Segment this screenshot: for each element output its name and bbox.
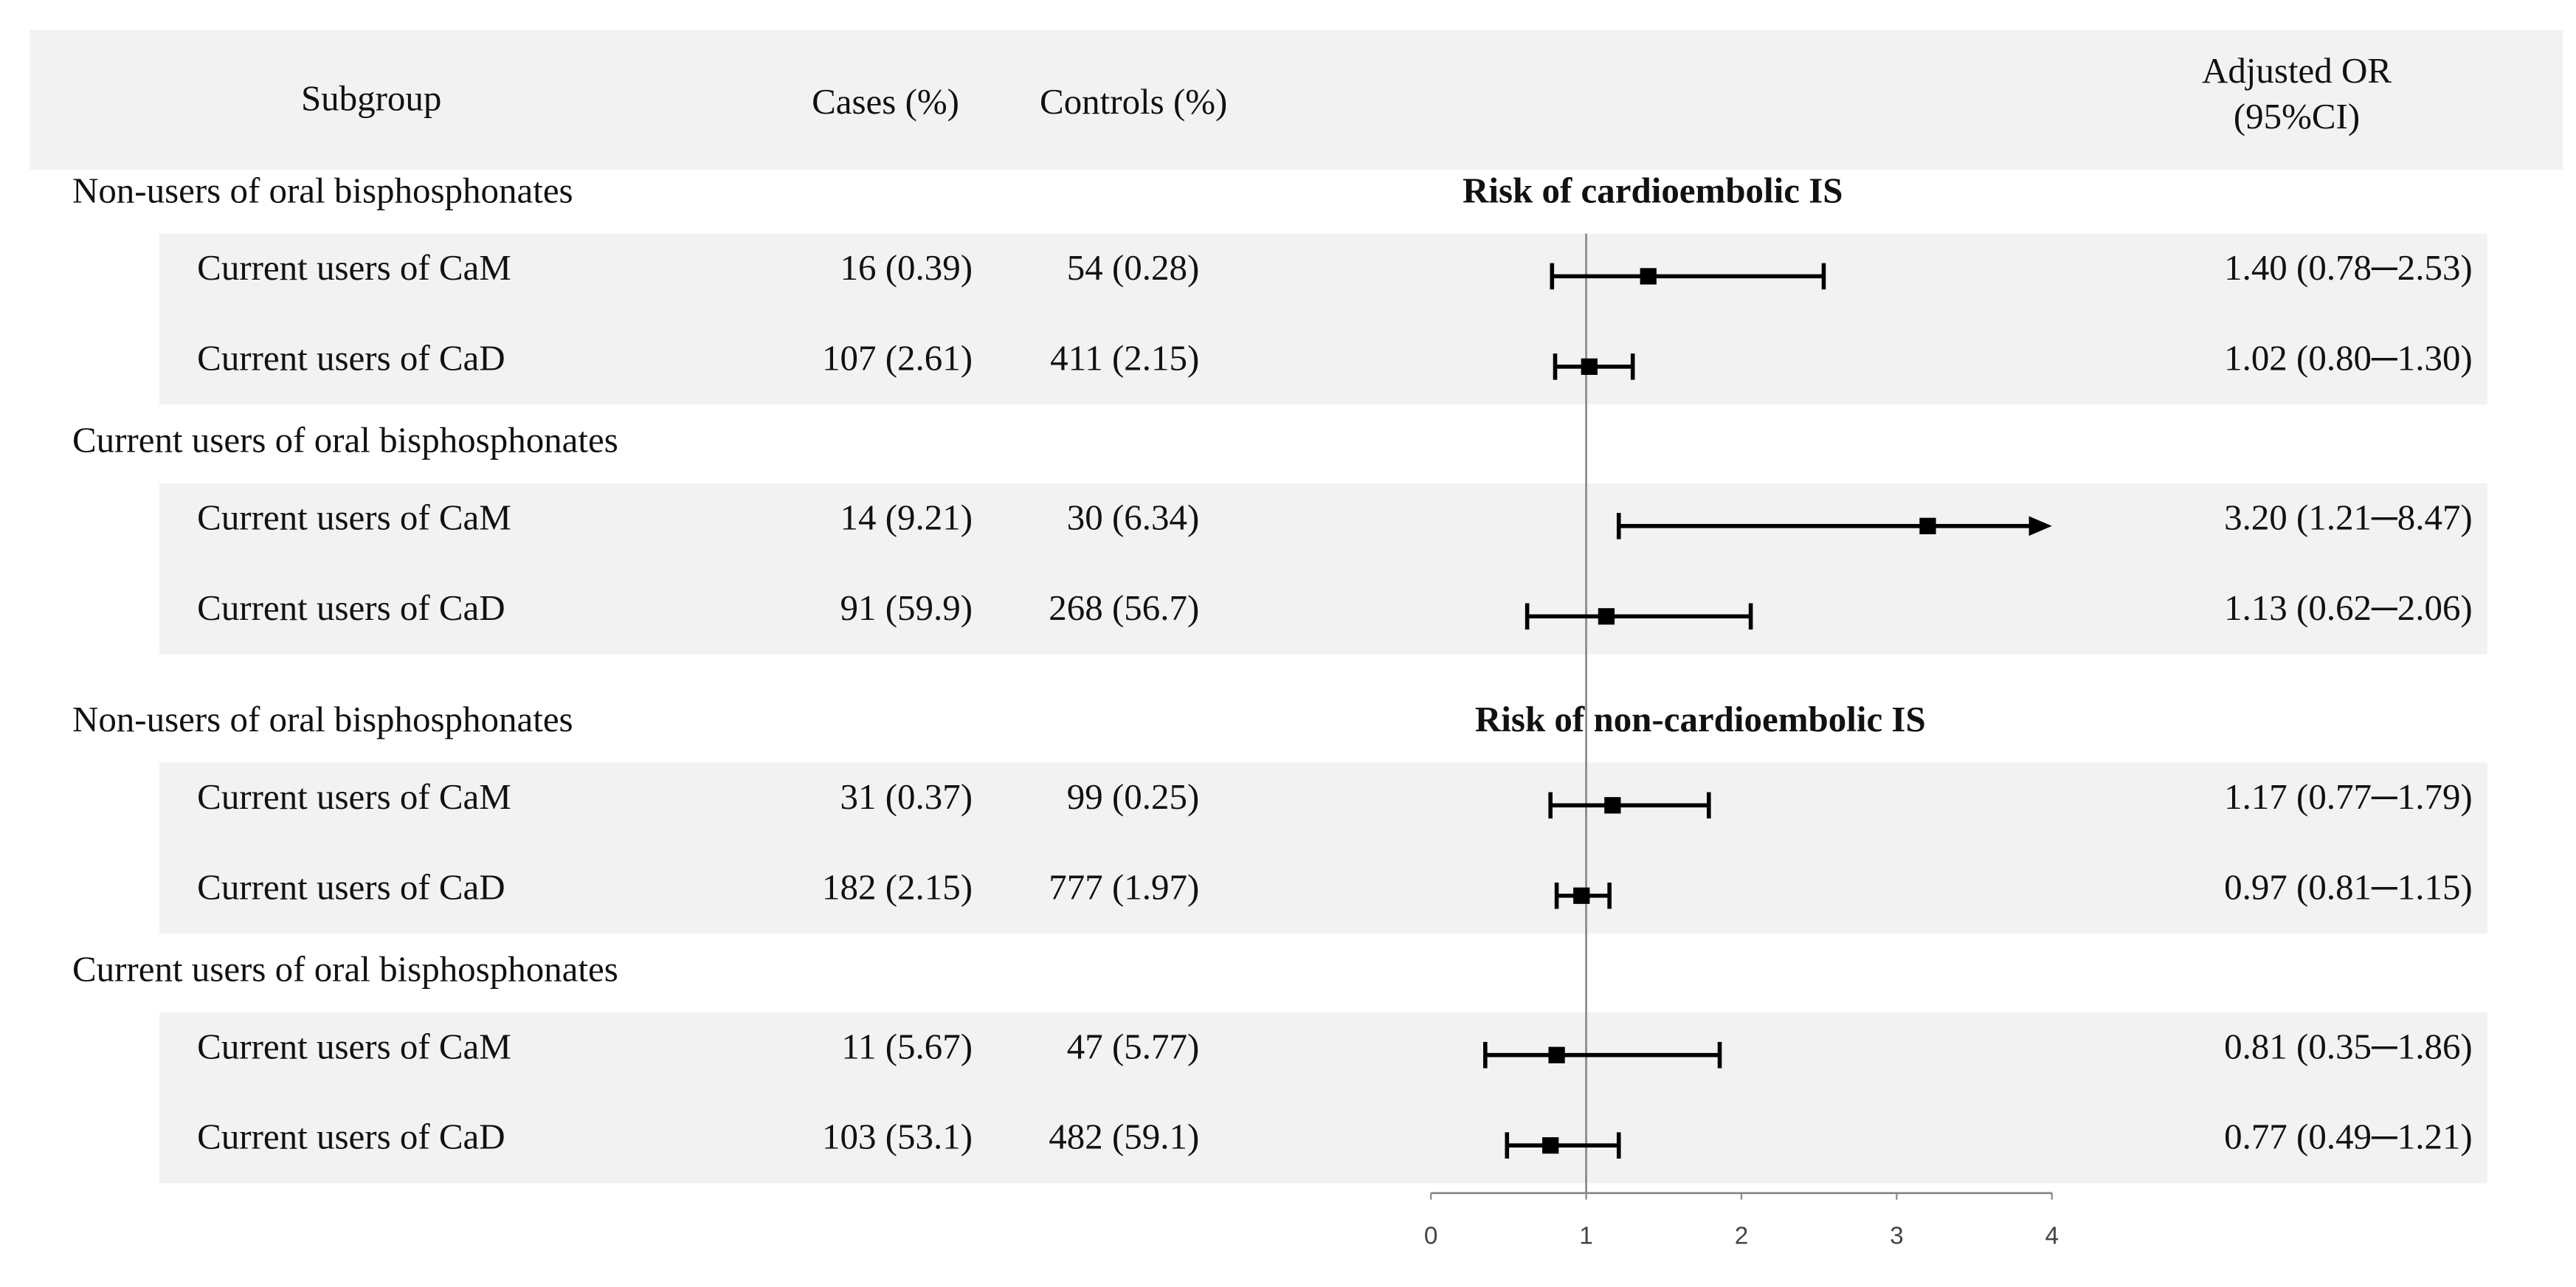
or-label: 0.97 (0.81─1.15) — [2224, 866, 2473, 907]
point-estimate — [1581, 358, 1598, 375]
group-band — [159, 233, 2487, 405]
row-label: Current users of CaM — [197, 247, 511, 288]
cases: 91 (59.9) — [840, 587, 973, 628]
cases: 103 (53.1) — [822, 1117, 973, 1157]
group-band — [159, 1012, 2487, 1184]
point-estimate — [1604, 797, 1621, 814]
x-tick-label: 2 — [1735, 1223, 1749, 1250]
controls: 411 (2.15) — [1050, 337, 1199, 378]
controls: 268 (56.7) — [1049, 587, 1199, 628]
x-tick-label: 1 — [1579, 1223, 1593, 1250]
point-estimate — [1640, 268, 1657, 285]
panel-title: Risk of non-cardioembolic IS — [1475, 699, 1926, 739]
group-band — [159, 483, 2487, 655]
or-label: 1.40 (0.78─2.53) — [2224, 247, 2473, 288]
point-estimate — [1598, 608, 1615, 625]
row-label: Current users of CaD — [197, 587, 505, 628]
cases: 14 (9.21) — [840, 497, 973, 537]
controls: 30 (6.34) — [1067, 497, 1200, 537]
x-tick-label: 4 — [2045, 1223, 2059, 1250]
controls: 54 (0.28) — [1067, 247, 1200, 288]
or-label: 3.20 (1.21─8.47) — [2224, 497, 2473, 537]
ci-arrow — [2028, 516, 2052, 536]
header-ci: (95%CI) — [2234, 96, 2360, 137]
group-label: Current users of oral bisphosphonates — [72, 949, 618, 990]
or-label: 1.17 (0.77─1.79) — [2224, 776, 2473, 817]
or-label: 0.81 (0.35─1.86) — [2224, 1026, 2473, 1066]
header-subgroup: Subgroup — [301, 78, 441, 119]
group-label: Current users of oral bisphosphonates — [72, 420, 618, 460]
controls: 482 (59.1) — [1049, 1117, 1199, 1157]
point-estimate — [1573, 887, 1590, 904]
point-estimate — [1548, 1046, 1565, 1063]
point-estimate — [1919, 517, 1936, 534]
header-band — [30, 30, 2563, 170]
controls: 99 (0.25) — [1067, 776, 1200, 817]
cases: 107 (2.61) — [822, 337, 973, 378]
group-label: Non-users of oral bisphosphonates — [72, 699, 573, 739]
row-label: Current users of CaD — [197, 866, 505, 907]
or-label: 1.13 (0.62─2.06) — [2224, 587, 2473, 628]
row-label: Current users of CaD — [197, 1117, 505, 1157]
x-tick-label: 3 — [1890, 1223, 1904, 1250]
header-controls: Controls (%) — [1040, 81, 1227, 122]
controls: 777 (1.97) — [1049, 866, 1199, 907]
point-estimate — [1542, 1137, 1559, 1154]
group-label: Non-users of oral bisphosphonates — [72, 170, 573, 210]
header-or: Adjusted OR — [2202, 50, 2392, 91]
panel-title: Risk of cardioembolic IS — [1463, 170, 1843, 210]
row-label: Current users of CaM — [197, 1026, 511, 1066]
header-cases: Cases (%) — [812, 81, 959, 122]
controls: 47 (5.77) — [1067, 1026, 1200, 1066]
x-tick-label: 0 — [1424, 1223, 1438, 1250]
cases: 16 (0.39) — [840, 247, 973, 288]
row-label: Current users of CaM — [197, 776, 511, 817]
or-label: 1.02 (0.80─1.30) — [2224, 337, 2473, 378]
row-label: Current users of CaD — [197, 337, 505, 378]
row-label: Current users of CaM — [197, 497, 511, 537]
cases: 11 (5.67) — [841, 1026, 973, 1066]
group-band — [159, 762, 2487, 934]
cases: 182 (2.15) — [822, 866, 973, 907]
cases: 31 (0.37) — [840, 776, 973, 817]
or-label: 0.77 (0.49─1.21) — [2224, 1117, 2473, 1157]
